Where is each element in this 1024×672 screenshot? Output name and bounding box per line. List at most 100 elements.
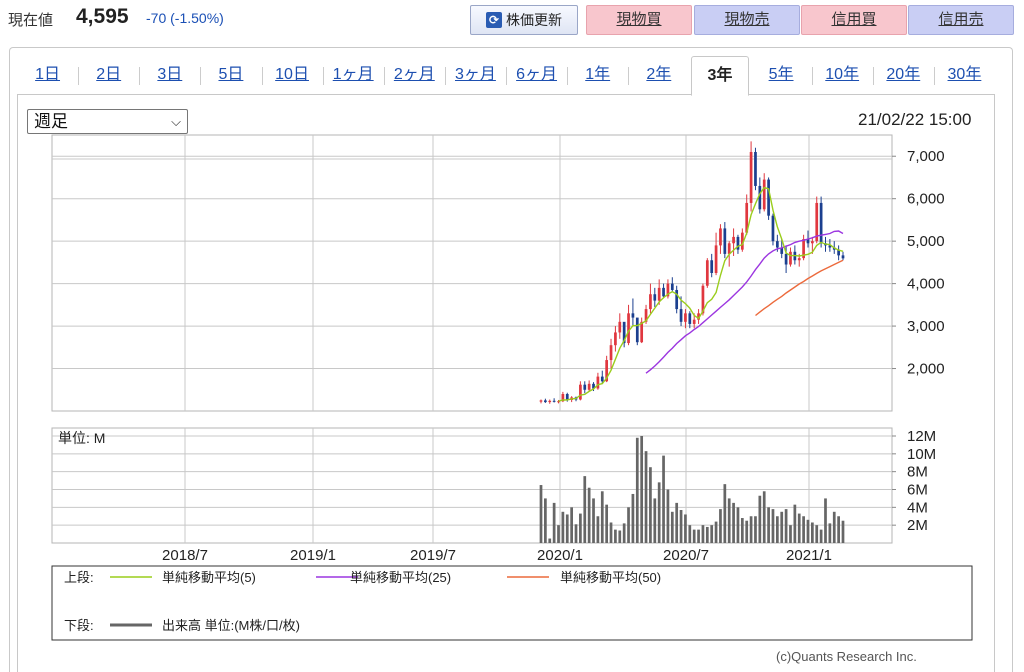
- candle-body: [815, 202, 819, 242]
- volume-bar: [670, 511, 674, 543]
- candle-body: [802, 239, 805, 259]
- volume-bar: [618, 530, 622, 543]
- candle-body: [666, 283, 670, 297]
- tab-0[interactable]: 1日: [35, 66, 61, 83]
- volume-bar: [657, 482, 661, 543]
- margin-buy-button[interactable]: 信用買: [801, 5, 907, 35]
- volume-bar: [736, 507, 740, 543]
- volume-bar: [592, 498, 595, 543]
- volume-bar: [784, 509, 788, 543]
- price-tick-label-3: 5,000: [907, 233, 945, 250]
- candle-body: [789, 251, 792, 265]
- x-tick-label-1: 2019/1: [290, 547, 336, 564]
- tab-3[interactable]: 5日: [218, 66, 244, 83]
- interval-select[interactable]: 週足 ⌵: [27, 109, 188, 134]
- candle-body: [635, 317, 639, 343]
- tabs-divider: [17, 94, 995, 95]
- candle-body: [758, 185, 762, 210]
- candle-body: [780, 247, 784, 254]
- candle-body: [614, 332, 617, 346]
- tab-12[interactable]: 5年: [768, 66, 794, 83]
- candle-body: [775, 241, 779, 248]
- cash-sell-button[interactable]: 現物売: [694, 5, 800, 35]
- tab-separator: [444, 67, 446, 85]
- candle-body: [714, 245, 718, 273]
- volume-bar: [828, 523, 832, 543]
- cash-buy-button[interactable]: 現物買: [586, 5, 692, 35]
- volume-bar: [688, 525, 692, 543]
- tab-10[interactable]: 2年: [646, 66, 672, 83]
- candle-body: [552, 400, 556, 402]
- candle-body: [618, 321, 622, 333]
- tab-separator: [78, 67, 80, 85]
- volume-bar: [701, 525, 705, 543]
- tab-6[interactable]: 2ヶ月: [393, 66, 435, 83]
- candle-body: [548, 400, 552, 403]
- candle-body: [837, 249, 840, 256]
- volume-bar: [631, 493, 635, 543]
- volume-bar: [609, 522, 613, 543]
- candle-body: [811, 241, 814, 244]
- volume-bar: [837, 516, 840, 543]
- volume-bar: [649, 467, 652, 543]
- tab-separator: [261, 67, 263, 85]
- tab-5[interactable]: 1ヶ月: [332, 66, 374, 83]
- tab-14[interactable]: 20年: [886, 66, 921, 83]
- candle-body: [596, 376, 600, 389]
- tab-13[interactable]: 10年: [825, 66, 860, 83]
- volume-bar: [614, 529, 617, 543]
- volume-bar: [635, 437, 639, 543]
- candle-body: [539, 400, 543, 402]
- candle-body: [609, 345, 613, 361]
- tab-8[interactable]: 6ヶ月: [516, 66, 558, 83]
- tab-2[interactable]: 3日: [157, 66, 183, 83]
- volume-bar: [583, 476, 587, 543]
- tab-9[interactable]: 1年: [585, 66, 611, 83]
- ma50-line: [755, 259, 844, 317]
- candle-body: [841, 255, 845, 259]
- candle-body: [640, 321, 644, 343]
- tab-1[interactable]: 2日: [96, 66, 122, 83]
- legend-label-volume: 出来高 単位:(M株/口/枚): [162, 618, 300, 633]
- volume-bar: [705, 526, 709, 543]
- candle-body: [736, 236, 740, 250]
- volume-bar: [754, 516, 757, 543]
- tab-4[interactable]: 10日: [275, 66, 309, 83]
- candle-body: [622, 321, 626, 344]
- price-tick-label-5: 7,000: [907, 148, 945, 165]
- volume-panel-frame: [51, 427, 893, 544]
- candle-body: [767, 179, 770, 216]
- volume-bar: [806, 519, 810, 543]
- candle-body: [544, 400, 547, 403]
- volume-bar: [627, 507, 630, 543]
- volume-tick-label-5: 12M: [907, 428, 936, 445]
- volume-bar: [824, 498, 827, 543]
- tab-11[interactable]: 3年: [691, 56, 749, 96]
- volume-tick-label-0: 2M: [907, 517, 928, 534]
- volume-bar: [666, 489, 670, 543]
- tab-7[interactable]: 3ヶ月: [454, 66, 496, 83]
- tab-15[interactable]: 30年: [947, 66, 982, 83]
- chart-timestamp: 21/02/22 15:00: [858, 110, 972, 129]
- candle-body: [762, 179, 766, 210]
- legend-label-0: 単純移動平均(5): [162, 570, 256, 585]
- volume-tick-label-2: 6M: [907, 482, 928, 499]
- volume-bar: [714, 521, 718, 543]
- candle-body: [688, 313, 692, 324]
- tab-separator: [383, 67, 385, 85]
- volume-bar: [605, 504, 609, 543]
- volume-bar: [622, 523, 626, 543]
- volume-bar: [587, 487, 591, 543]
- ma5-line: [558, 186, 844, 402]
- volume-bar: [832, 511, 836, 543]
- price-label: 現在値: [8, 12, 54, 29]
- price-change: -70 (-1.50%): [146, 10, 224, 26]
- refresh-price-button[interactable]: ⟳ 株価更新: [470, 5, 578, 35]
- volume-bar: [732, 502, 735, 543]
- candle-body: [627, 313, 630, 344]
- volume-tick-label-1: 4M: [907, 499, 928, 516]
- price-tick-label-4: 6,000: [907, 191, 945, 208]
- margin-sell-button[interactable]: 信用売: [908, 5, 1014, 35]
- volume-bar: [697, 529, 700, 543]
- volume-bar: [758, 495, 762, 543]
